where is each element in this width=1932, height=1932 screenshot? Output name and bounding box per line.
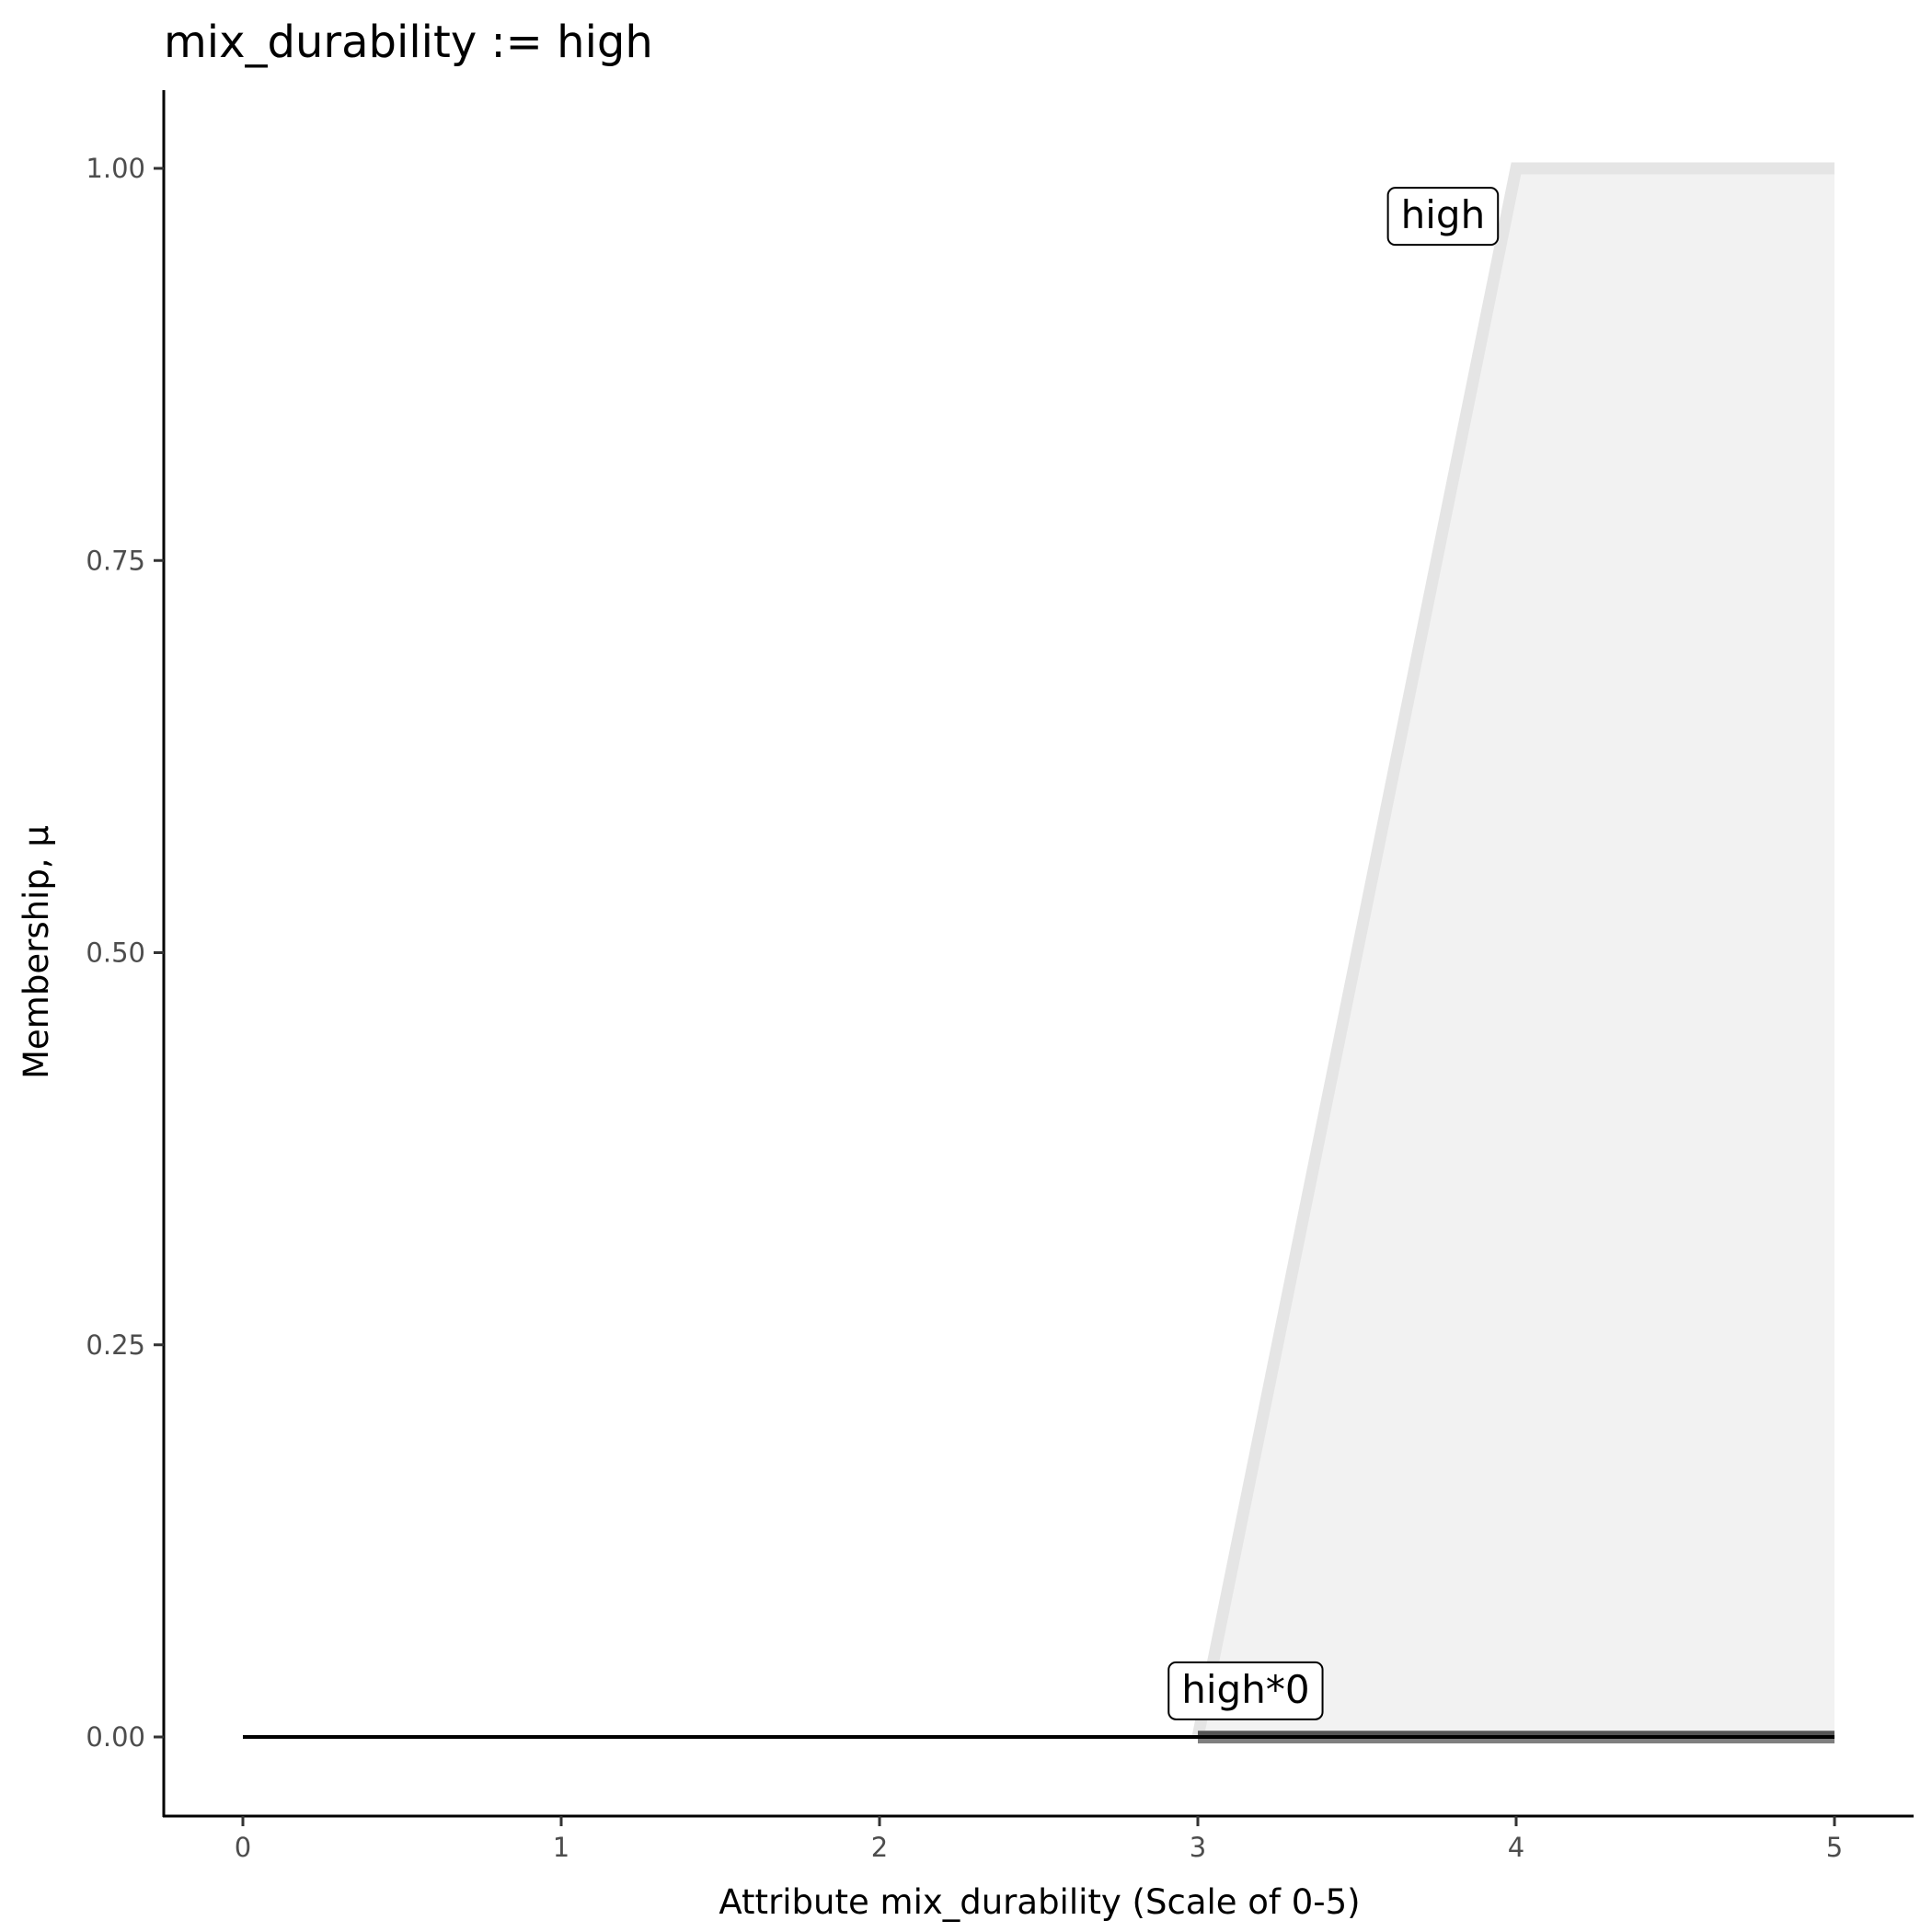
series-label-text: high*0 [1181, 1667, 1309, 1712]
series-label-text: high [1401, 192, 1486, 237]
y-tick-label: 0.25 [86, 1329, 145, 1361]
y-tick-label: 0.75 [86, 545, 145, 576]
axes: 0 1 2 3 4 5 0.00 0.25 0.50 0.75 1.00 [86, 90, 1914, 1863]
plot-area: high high*0 [243, 162, 1834, 1743]
y-tick-label: 1.00 [86, 153, 145, 184]
x-tick-label: 0 [235, 1832, 251, 1863]
x-tick-label: 2 [871, 1832, 888, 1863]
y-tick-label: 0.50 [86, 937, 145, 969]
x-tick-label: 4 [1508, 1832, 1524, 1863]
high-outline [1191, 162, 1834, 1739]
series-label-box [1167, 1661, 1324, 1720]
series-label-box [1386, 187, 1500, 247]
series-label-1: high*0 [1167, 1661, 1324, 1720]
x-axis-label: Attribute mix_durability (Scale of 0-5) [719, 1882, 1360, 1922]
series-label-0: high [1386, 187, 1500, 247]
y-axis-label: Membership, μ [17, 825, 56, 1079]
x-tick-label: 5 [1826, 1832, 1843, 1863]
x-tick-label: 3 [1190, 1832, 1206, 1863]
y-tick-label: 0.00 [86, 1721, 145, 1753]
chart-title: mix_durability := high [164, 17, 653, 68]
x-tick-label: 1 [553, 1832, 569, 1863]
high-area [1198, 168, 1834, 1737]
